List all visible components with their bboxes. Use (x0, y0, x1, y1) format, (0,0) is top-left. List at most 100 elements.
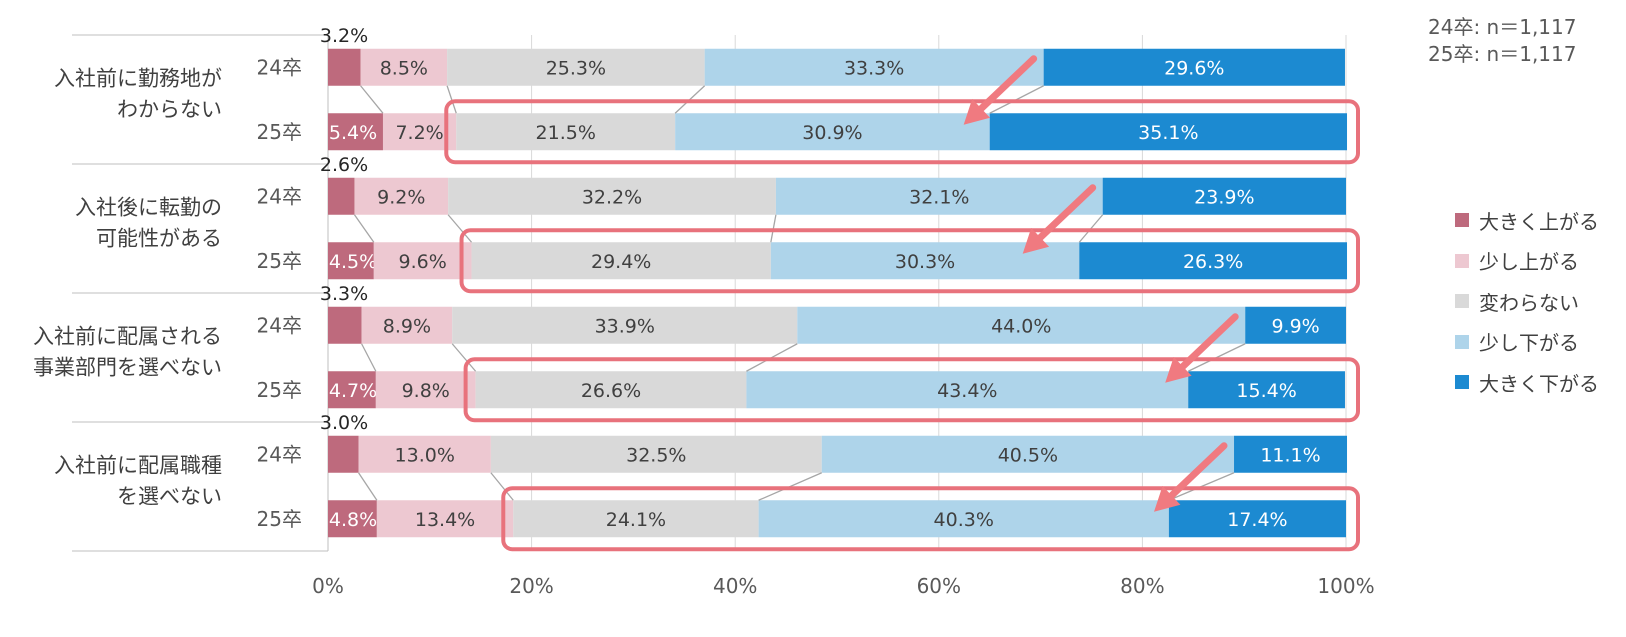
x-tick-label: 20% (509, 574, 553, 598)
data-label: 33.3% (844, 57, 904, 79)
series-connector (446, 85, 457, 114)
bar-segment (360, 48, 448, 86)
bar-segment (328, 371, 376, 409)
x-tick-label: 100% (1317, 574, 1374, 598)
bar-segment (513, 500, 759, 538)
data-label: 4.5% (329, 251, 377, 273)
trend-arrow-shaft (1171, 313, 1239, 378)
bar-segment (1234, 435, 1348, 473)
bar-segment (328, 306, 362, 344)
bar-segment (373, 242, 472, 280)
legend-label: 大きく上がる (1479, 209, 1599, 234)
group-label: を選べない (117, 485, 222, 509)
bar-segment (456, 113, 676, 151)
legend-swatch (1455, 294, 1469, 309)
bar-segment (1079, 242, 1348, 280)
data-label: 40.3% (934, 509, 994, 531)
highlight-box (463, 357, 1360, 423)
data-label: 3.3% (320, 283, 368, 305)
data-label: 30.9% (802, 122, 862, 144)
group-label: わからない (117, 98, 222, 122)
row-label: 24卒 (257, 55, 302, 79)
row-label: 25卒 (257, 120, 302, 144)
legend-label: 変わらない (1479, 290, 1579, 315)
series-connector (447, 214, 473, 243)
x-tick-label: 0% (312, 574, 344, 598)
bar-segment (1188, 371, 1345, 409)
data-label: 13.0% (395, 444, 455, 466)
legend-label: 少し下がる (1479, 331, 1579, 356)
data-label: 7.2% (395, 122, 443, 144)
bar-segment (328, 500, 377, 538)
bar-segment (758, 500, 1169, 538)
trend-arrow-shaft (970, 55, 1038, 120)
row-label: 25卒 (257, 378, 302, 402)
data-label: 9.9% (1271, 315, 1319, 337)
data-label: 4.8% (329, 509, 377, 531)
data-label: 26.6% (581, 380, 641, 402)
data-label: 29.6% (1164, 57, 1224, 79)
bar-segment (475, 371, 747, 409)
row-label: 24卒 (257, 442, 302, 466)
group-label: 入社前に配属職種 (54, 454, 222, 478)
bar-segment (447, 48, 705, 86)
bar-segment (1245, 306, 1346, 344)
trend-arrow-head (963, 98, 991, 125)
trend-arrow-shaft (1029, 184, 1097, 249)
bar-segment (821, 435, 1235, 473)
highlight-box (459, 228, 1360, 294)
data-label: 32.5% (626, 444, 686, 466)
data-label: 44.0% (991, 315, 1051, 337)
bar-segment (361, 306, 453, 344)
data-label: 26.3% (1183, 251, 1243, 273)
data-label: 43.4% (937, 380, 997, 402)
bar-segment (797, 306, 1246, 344)
group-label: 事業部門を選べない (33, 356, 222, 380)
bar-segment (775, 177, 1103, 215)
data-label: 21.5% (536, 122, 596, 144)
sample-size-25: 25卒: n＝1,117 (1428, 42, 1577, 66)
group-label: 入社前に勤務地が (54, 67, 222, 91)
group-label: 入社後に転勤の (75, 196, 222, 220)
bar-segment (746, 371, 1189, 409)
trend-arrow-shaft (1160, 442, 1228, 507)
trend-arrow-head (1022, 227, 1050, 254)
data-label: 8.9% (383, 315, 431, 337)
bar-segment (354, 177, 449, 215)
data-label: 8.5% (380, 57, 428, 79)
bar-segment (452, 306, 798, 344)
x-tick-label: 80% (1120, 574, 1164, 598)
bar-segment (328, 177, 355, 215)
data-label: 2.6% (320, 154, 368, 176)
bar-segment (376, 500, 514, 538)
bar-segment (328, 48, 361, 86)
bar-segment (1102, 177, 1346, 215)
data-label: 4.7% (329, 380, 377, 402)
bar-segment (448, 177, 776, 215)
legend-item-small-down: 少し下がる (1455, 322, 1599, 363)
bar-segment (989, 113, 1348, 151)
data-label: 33.9% (595, 315, 655, 337)
legend-label: 少し上がる (1479, 250, 1579, 275)
legend-item-large-down: 大きく下がる (1455, 362, 1599, 403)
row-label: 24卒 (257, 184, 302, 208)
bar-segment (328, 113, 383, 151)
series-connector (353, 214, 375, 243)
data-label: 9.6% (399, 251, 447, 273)
series-connector (490, 472, 514, 501)
data-label: 32.1% (909, 186, 969, 208)
data-label: 15.4% (1236, 380, 1296, 402)
row-label: 25卒 (257, 507, 302, 531)
legend: 大きく上がる 少し上がる 変わらない 少し下がる 大きく下がる (1455, 200, 1599, 403)
data-label: 17.4% (1227, 509, 1287, 531)
row-label: 24卒 (257, 313, 302, 337)
data-label: 24.1% (606, 509, 666, 531)
data-label: 3.2% (320, 25, 368, 47)
legend-item-small-up: 少し上がる (1455, 241, 1599, 282)
bar-segment (328, 435, 359, 473)
data-label: 35.1% (1138, 122, 1198, 144)
series-connector (361, 343, 377, 372)
data-label: 23.9% (1194, 186, 1254, 208)
series-connector (357, 472, 378, 501)
